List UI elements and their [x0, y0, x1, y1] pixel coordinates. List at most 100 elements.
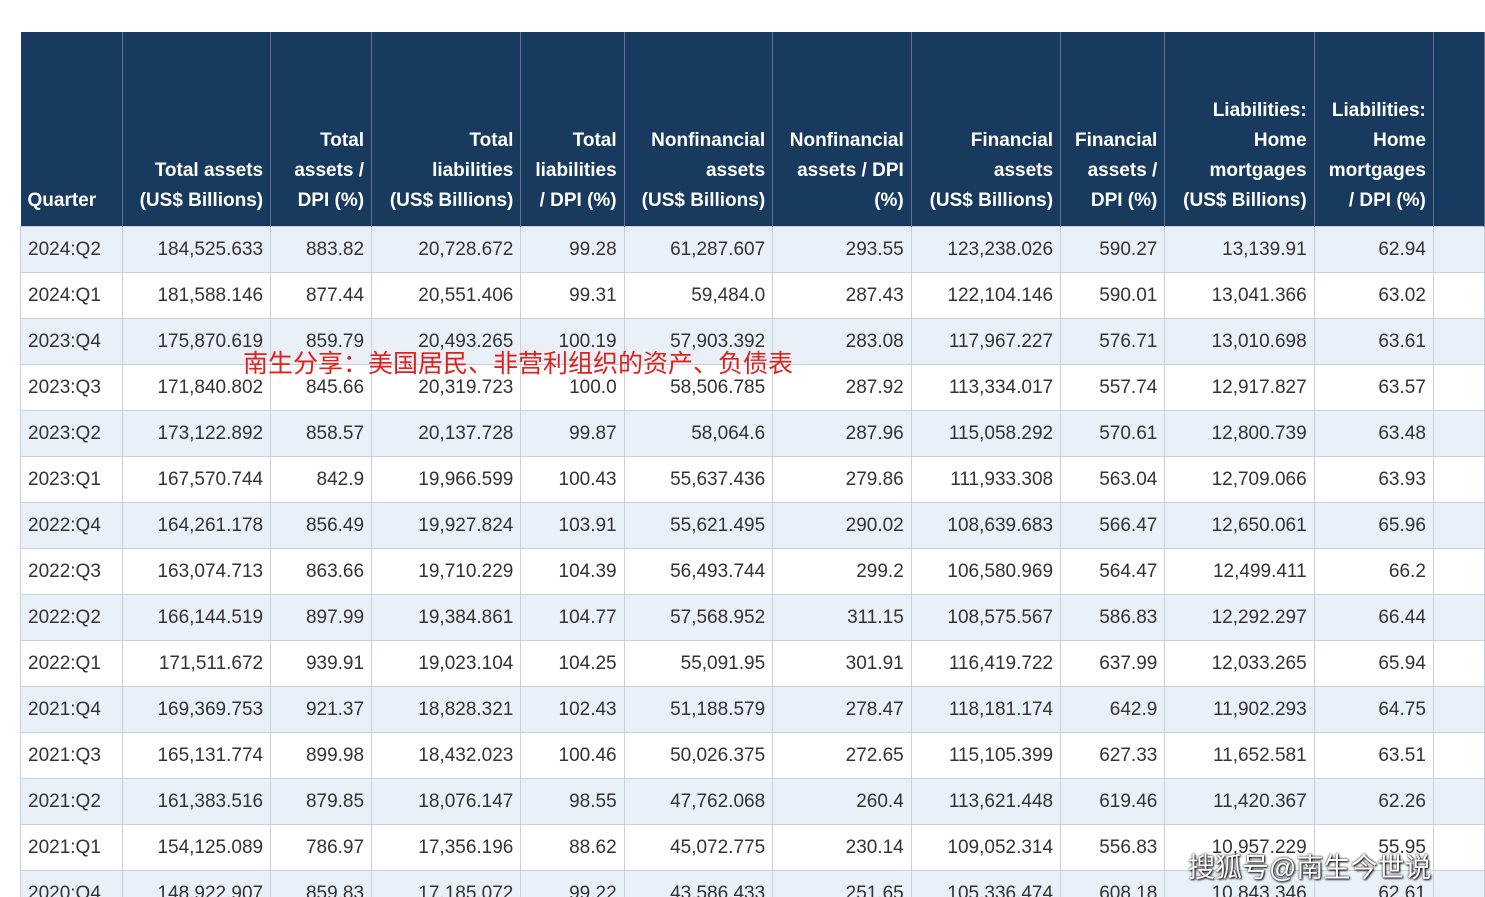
table-cell [1432, 456, 1485, 503]
header-cell: Financial assets / DPI (%) [1060, 32, 1166, 227]
header-line: Liabilities: [1212, 100, 1307, 121]
table-cell: 12,709.066 [1164, 456, 1315, 503]
table-cell: 10,957.229 [1164, 824, 1315, 871]
header-line: Home [1253, 130, 1307, 151]
table-cell: 883.82 [270, 226, 373, 273]
table-cell [1432, 594, 1485, 641]
table-cell: 642.9 [1060, 686, 1166, 733]
table-row: 2020:Q4 148,922.907 859.83 17,185.072 99.22 4… [20, 870, 1485, 897]
table-cell: 637.99 [1060, 640, 1166, 687]
header-cell: Total assets / DPI (%) [270, 32, 373, 227]
table-cell: 103.91 [520, 502, 625, 549]
table-cell: 563.04 [1060, 456, 1166, 503]
source-watermark: 搜狐号@南生今世说 [1188, 853, 1432, 883]
table-cell: 842.9 [270, 456, 373, 503]
table-row: 2023:Q1 167,570.744 842.9 19,966.599 100.43 5… [20, 456, 1485, 503]
table-cell: 63.51 [1313, 732, 1434, 779]
table-cell: 287.92 [772, 364, 912, 411]
table-cell: 20,493.265 [371, 318, 522, 365]
header-line: DPI (%) [297, 190, 365, 211]
table-cell: 171,511.672 [121, 640, 272, 687]
table-cell: 570.61 [1060, 410, 1166, 457]
table-cell: 564.47 [1060, 548, 1166, 595]
table-cell [1432, 870, 1485, 897]
table-cell: 111,933.308 [910, 456, 1062, 503]
table-cell: 2023:Q4 [20, 318, 123, 365]
table-cell: 12,800.739 [1164, 410, 1315, 457]
table-cell: 20,137.728 [371, 410, 522, 457]
table-cell: 879.85 [270, 778, 373, 825]
table-cell: 863.66 [270, 548, 373, 595]
table-row: 2023:Q4 175,870.619 859.79 20,493.265 100.19… [20, 318, 1485, 365]
table-cell: 2024:Q2 [20, 226, 123, 273]
table-cell: 65.94 [1313, 640, 1434, 687]
table-cell: 12,499.411 [1164, 548, 1315, 595]
table-cell: 20,319.723 [371, 364, 522, 411]
header-row: Quarter Total assets (US$ Billions) Total as… [20, 32, 1485, 227]
table-cell: 2022:Q1 [20, 640, 123, 687]
table-cell: 115,058.292 [910, 410, 1062, 457]
table-cell: 586.83 [1060, 594, 1166, 641]
header-cell: Quarter [20, 32, 123, 227]
table-cell: 2024:Q1 [20, 272, 123, 319]
table-cell: 154,125.089 [121, 824, 272, 871]
table-cell: 50,026.375 [623, 732, 774, 779]
table-cell: 56,493.744 [623, 548, 774, 595]
header-line: mortgages [1209, 160, 1307, 181]
table-cell: 59,484.0 [623, 272, 774, 319]
table-cell: 556.83 [1060, 824, 1166, 871]
table-cell: 856.49 [270, 502, 373, 549]
table-cell: 299.2 [772, 548, 912, 595]
table-cell: 45,072.775 [623, 824, 774, 871]
table-row: 2022:Q2 166,144.519 897.99 19,384.861 104.77… [20, 594, 1485, 641]
table-cell: 293.55 [772, 226, 912, 273]
table-cell: 109,052.314 [910, 824, 1062, 871]
table-cell: 51,188.579 [623, 686, 774, 733]
table-cell: 164,261.178 [121, 502, 272, 549]
table-cell: 106,580.969 [910, 548, 1062, 595]
header-cell [1433, 32, 1485, 227]
table-cell: 47,762.068 [623, 778, 774, 825]
table-cell: 859.83 [270, 870, 373, 897]
header-line: (US$ Billions) [641, 190, 766, 211]
header-cell: Total assets (US$ Billions) [122, 32, 272, 227]
table-cell: 608.18 [1060, 870, 1166, 897]
table-cell: 12,292.297 [1164, 594, 1315, 641]
table-cell: 2021:Q4 [20, 686, 123, 733]
table-cell: 2022:Q4 [20, 502, 123, 549]
table-cell: 19,023.104 [371, 640, 522, 687]
header-cell: Nonfinancial assets (US$ Billions) [624, 32, 774, 227]
table-cell: 118,181.174 [910, 686, 1062, 733]
table-cell: 184,525.633 [121, 226, 272, 273]
table-cell: 2022:Q3 [20, 548, 123, 595]
table-cell: 18,432.023 [371, 732, 522, 779]
table-cell [1432, 318, 1485, 365]
table-cell: 113,334.017 [910, 364, 1062, 411]
header-line: DPI (%) [1090, 190, 1158, 211]
table-cell: 99.87 [520, 410, 625, 457]
table-cell: 590.01 [1060, 272, 1166, 319]
table-cell: 12,033.265 [1164, 640, 1315, 687]
table-cell: 99.31 [520, 272, 625, 319]
table-cell: 858.57 [270, 410, 373, 457]
table-cell: 590.27 [1060, 226, 1166, 273]
table-cell: 63.48 [1313, 410, 1434, 457]
table-cell: 2023:Q1 [20, 456, 123, 503]
table-cell: 260.4 [772, 778, 912, 825]
table-cell: 20,551.406 [371, 272, 522, 319]
table-cell: 19,927.824 [371, 502, 522, 549]
table-cell: 57,568.952 [623, 594, 774, 641]
table-cell: 63.61 [1313, 318, 1434, 365]
header-line: liabilities [535, 160, 617, 181]
table-cell: 108,639.683 [910, 502, 1062, 549]
table-cell: 64.75 [1313, 686, 1434, 733]
table-cell: 20,728.672 [371, 226, 522, 273]
table-cell: 55,091.95 [623, 640, 774, 687]
header-line: Quarter [27, 190, 97, 211]
table-cell: 100.43 [520, 456, 625, 503]
table-cell: 13,041.366 [1164, 272, 1315, 319]
table-cell: 230.14 [772, 824, 912, 871]
table-cell: 279.86 [772, 456, 912, 503]
table-cell: 63.02 [1313, 272, 1434, 319]
